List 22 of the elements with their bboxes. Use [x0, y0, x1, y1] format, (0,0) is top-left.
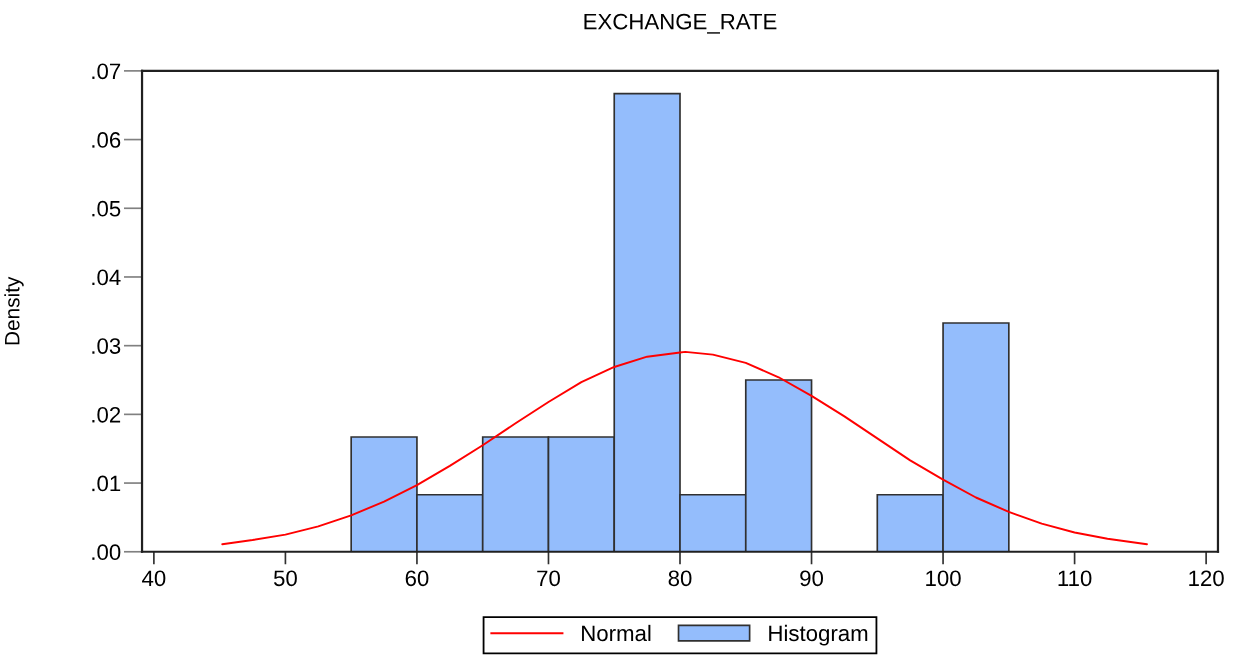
x-tick-label: 100	[926, 570, 961, 587]
y-tick-label: .03	[92, 338, 121, 354]
y-tick-label: .01	[92, 475, 121, 492]
x-tick-label: 60	[405, 570, 429, 587]
line-series	[221, 350, 1148, 546]
x-tick-label: 40	[142, 570, 166, 587]
x-tick-label: 110	[1058, 570, 1092, 587]
y-tick-label: .06	[92, 132, 121, 148]
y-tick-label: .05	[92, 200, 121, 217]
x-tick-label: 120	[1189, 570, 1224, 587]
legend-label: Histogram	[769, 624, 868, 646]
x-tick-label: 80	[668, 570, 692, 587]
legend-label: Normal	[582, 624, 651, 642]
y-tick-label: .00	[92, 544, 121, 561]
x-tick-label: 70	[537, 570, 560, 587]
y-tick-label: .07	[92, 63, 121, 80]
chart-title: EXCHANGE_RATE	[584, 13, 777, 34]
y-axis-title: Density	[4, 276, 24, 345]
y-tick-label: .02	[92, 406, 121, 423]
y-tick-label: .04	[92, 269, 121, 286]
x-tick-label: 50	[273, 570, 297, 587]
x-tick-label: 90	[800, 570, 824, 587]
